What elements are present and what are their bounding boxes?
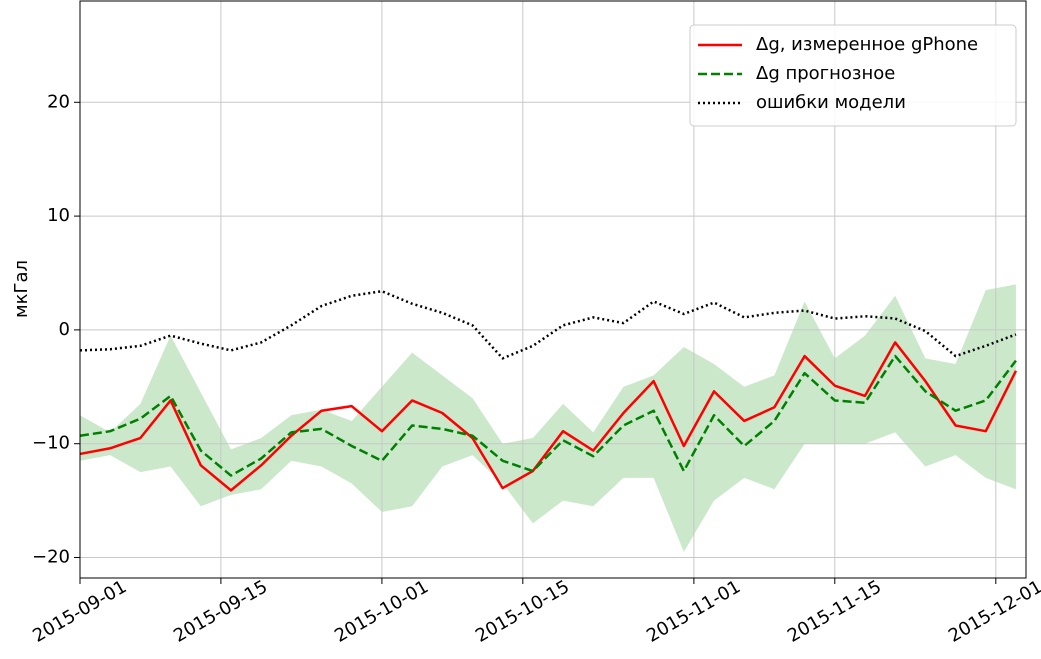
- y-tick-label: −20: [32, 547, 70, 568]
- y-tick-label: −10: [32, 433, 70, 454]
- x-tick-label: 2015-10-15: [472, 576, 573, 646]
- x-tick-label: 2015-12-01: [945, 576, 1041, 646]
- legend-label: Δg прогнозное: [756, 63, 895, 84]
- y-axis-label: мкГал: [11, 260, 32, 318]
- x-tick-label: 2015-11-15: [784, 576, 885, 646]
- x-tick-label: 2015-09-15: [170, 576, 271, 646]
- series-line: [79, 289, 1017, 360]
- series-line: [79, 341, 1018, 492]
- legend-label: ошибки модели: [756, 92, 906, 113]
- legend: Δg, измеренное gPhone Δg прогнозное ошибки…: [689, 24, 1017, 127]
- y-tick-label: 20: [47, 91, 70, 112]
- confidence-band: [80, 284, 1016, 552]
- legend-label: Δg, измеренное gPhone: [756, 34, 978, 55]
- y-tick-label: 10: [47, 205, 70, 226]
- plot-frame: [79, 0, 1027, 579]
- series-line: [79, 354, 1017, 477]
- legend-box: [689, 24, 1017, 127]
- y-tick-label: 0: [59, 319, 70, 340]
- x-tick-label: 2015-11-01: [643, 576, 744, 646]
- x-tick-label: 2015-09-01: [29, 576, 130, 646]
- x-tick-label: 2015-10-01: [331, 576, 432, 646]
